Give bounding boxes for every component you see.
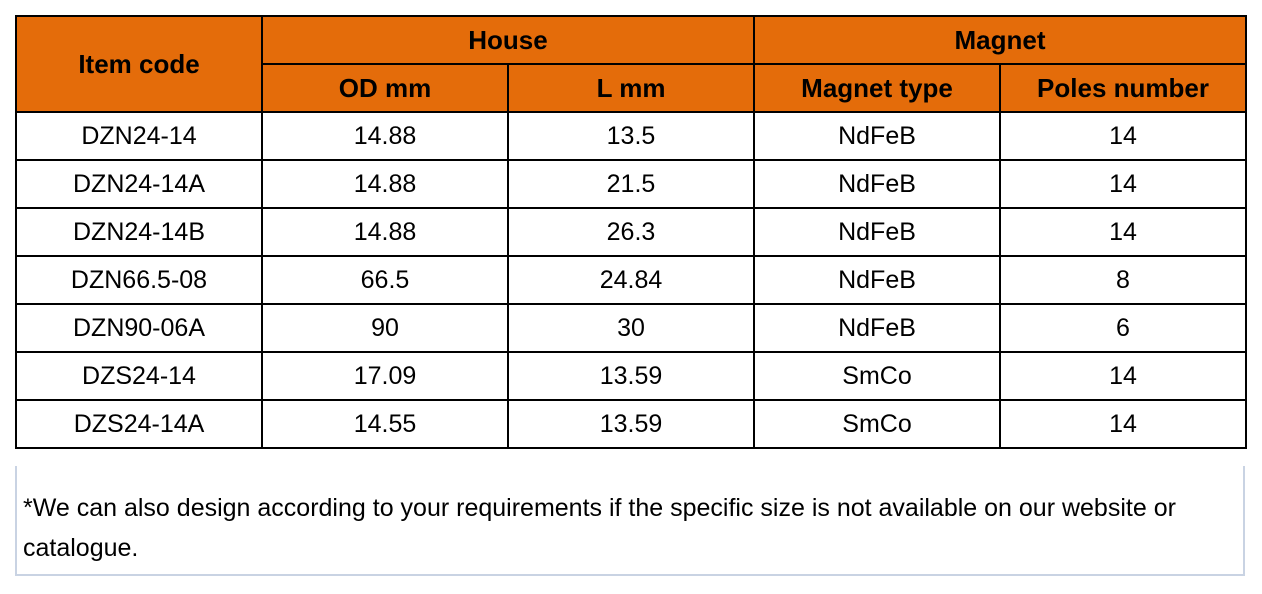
cell-od: 14.88: [261, 111, 509, 161]
cell-length: 13.59: [507, 399, 755, 449]
header-magnet: Magnet: [753, 15, 1247, 65]
cell-length: 21.5: [507, 159, 755, 209]
custom-design-note: *We can also design according to your re…: [15, 466, 1245, 576]
table-row: DZN90-06A 90 30 NdFeB 6: [15, 303, 1247, 353]
cell-length: 13.5: [507, 111, 755, 161]
table-row: DZN24-14 14.88 13.5 NdFeB 14: [15, 111, 1247, 161]
header-poles-number: Poles number: [999, 63, 1247, 113]
header-row-top: Item code House Magnet: [15, 15, 1247, 113]
cell-magnet-type: NdFeB: [753, 159, 1001, 209]
cell-item-code: DZN24-14A: [15, 159, 263, 209]
cell-magnet-type: SmCo: [753, 351, 1001, 401]
cell-item-code: DZN90-06A: [15, 303, 263, 353]
cell-length: 13.59: [507, 351, 755, 401]
table-row: DZN66.5-08 66.5 24.84 NdFeB 8: [15, 255, 1247, 305]
header-magnet-type: Magnet type: [753, 63, 1001, 113]
cell-item-code: DZN24-14: [15, 111, 263, 161]
cell-od: 14.88: [261, 159, 509, 209]
cell-length: 30: [507, 303, 755, 353]
header-od: OD mm: [261, 63, 509, 113]
cell-poles: 14: [999, 351, 1247, 401]
cell-magnet-type: NdFeB: [753, 255, 1001, 305]
table-row: DZN24-14B 14.88 26.3 NdFeB 14: [15, 207, 1247, 257]
table-row: DZS24-14A 14.55 13.59 SmCo 14: [15, 399, 1247, 449]
cell-magnet-type: SmCo: [753, 399, 1001, 449]
cell-item-code: DZN24-14B: [15, 207, 263, 257]
cell-poles: 14: [999, 207, 1247, 257]
cell-magnet-type: NdFeB: [753, 207, 1001, 257]
table-row: DZN24-14A 14.88 21.5 NdFeB 14: [15, 159, 1247, 209]
cell-poles: 6: [999, 303, 1247, 353]
cell-item-code: DZS24-14: [15, 351, 263, 401]
product-spec-table: Item code House Magnet OD mm L mm Magnet…: [15, 15, 1247, 449]
header-item-code: Item code: [15, 15, 263, 113]
header-row-sub: OD mm L mm Magnet type Poles number: [16, 63, 1247, 113]
cell-item-code: DZN66.5-08: [15, 255, 263, 305]
header-house: House: [261, 15, 755, 65]
cell-od: 14.88: [261, 207, 509, 257]
cell-length: 24.84: [507, 255, 755, 305]
cell-od: 90: [261, 303, 509, 353]
header-length: L mm: [507, 63, 755, 113]
table-row: DZS24-14 17.09 13.59 SmCo 14: [15, 351, 1247, 401]
cell-magnet-type: NdFeB: [753, 303, 1001, 353]
cell-poles: 14: [999, 111, 1247, 161]
cell-poles: 8: [999, 255, 1247, 305]
cell-magnet-type: NdFeB: [753, 111, 1001, 161]
cell-od: 17.09: [261, 351, 509, 401]
cell-od: 14.55: [261, 399, 509, 449]
cell-poles: 14: [999, 159, 1247, 209]
product-table-container: Item code House Magnet OD mm L mm Magnet…: [15, 15, 1247, 449]
cell-item-code: DZS24-14A: [15, 399, 263, 449]
cell-poles: 14: [999, 399, 1247, 449]
cell-od: 66.5: [261, 255, 509, 305]
cell-length: 26.3: [507, 207, 755, 257]
